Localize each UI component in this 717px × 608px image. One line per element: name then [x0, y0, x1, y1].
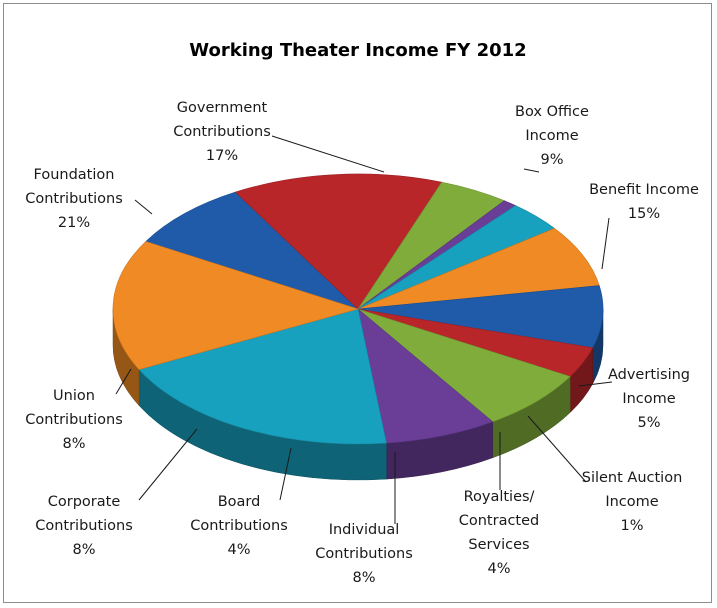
slice-percent-label-9: 8% [62, 436, 85, 452]
leader-line-0 [523, 168, 540, 173]
slice-label-4: Royalties/ [464, 489, 535, 505]
slice-percent-label-4: 4% [487, 561, 510, 577]
slice-9 [357, 308, 494, 444]
slice-percent-label-0: 9% [540, 152, 563, 168]
slice-8 [357, 308, 571, 423]
chart-title: Working Theater Income FY 2012 [189, 40, 526, 61]
slice-label-7: Contributions [190, 518, 288, 534]
slice-label-0: Income [525, 128, 578, 144]
slice-label-8: Contributions [35, 518, 133, 534]
slice-percent-label-3: 1% [620, 518, 643, 534]
slice-percent-label-11: 17% [206, 148, 238, 164]
slice-label-3: Income [605, 494, 658, 510]
slice-label-1: Benefit Income [589, 182, 699, 198]
slice-label-11: Contributions [173, 124, 271, 140]
leader-line-10 [134, 199, 153, 215]
slice-label-0: Box Office [515, 104, 589, 120]
slice-label-4: Services [468, 537, 529, 553]
slice-label-2: Advertising [608, 367, 690, 383]
slice-11 [112, 241, 360, 370]
leader-line-1 [601, 217, 610, 270]
slice-0 [145, 191, 359, 310]
slice-label-2: Income [622, 391, 675, 407]
chart-frame: Working Theater Income FY 2012 Box Offic… [3, 3, 712, 603]
slice-label-8: Corporate [48, 494, 121, 510]
slice-label-9: Contributions [25, 412, 123, 428]
slice-percent-label-1: 15% [628, 206, 660, 222]
leader-line-8 [138, 428, 198, 501]
slice-label-4: Contracted [459, 513, 540, 529]
slice-percent-label-8: 8% [72, 542, 95, 558]
slice-10 [138, 308, 387, 445]
slice-percent-label-10: 21% [58, 215, 90, 231]
slice-label-10: Contributions [25, 191, 123, 207]
leader-line-9 [115, 368, 132, 395]
slice-6 [357, 285, 604, 349]
leader-line-2 [578, 381, 613, 387]
slice-percent-label-7: 4% [227, 542, 250, 558]
leader-line-11 [271, 135, 385, 173]
slice-label-10: Foundation [34, 167, 115, 183]
slice-percent-label-2: 5% [637, 415, 660, 431]
slice-sides [112, 308, 604, 481]
slice-label-6: Individual [329, 522, 400, 538]
slice-label-6: Contributions [315, 546, 413, 562]
slice-5 [357, 228, 600, 310]
slice-tops [112, 173, 604, 445]
slice-percent-label-6: 8% [352, 570, 375, 586]
slice-label-11: Government [177, 100, 268, 116]
pie-chart: Working Theater Income FY 2012 Box Offic… [25, 40, 699, 586]
leader-line-3 [527, 415, 587, 483]
slice-label-9: Union [53, 388, 95, 404]
slice-label-3: Silent Auction [582, 470, 683, 486]
leader-line-7 [279, 447, 292, 501]
slice-label-7: Board [218, 494, 261, 510]
slice-1 [234, 173, 443, 310]
leader-lines [115, 135, 613, 524]
slice-labels: Box Office Income 9% Benefit Income 15% Adver… [25, 100, 699, 586]
